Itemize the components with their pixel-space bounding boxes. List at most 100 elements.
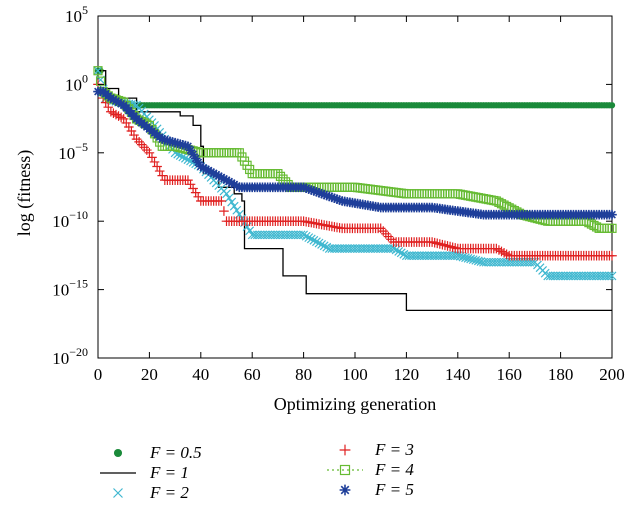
- data-point: [208, 168, 219, 179]
- data-point: [309, 235, 319, 245]
- data-point: [321, 190, 332, 201]
- data-point: [219, 173, 229, 184]
- data-point: [312, 237, 321, 247]
- data-point: [113, 111, 124, 121]
- legend-label: F = 4: [374, 460, 414, 479]
- data-point: [442, 189, 453, 199]
- data-point: [437, 189, 447, 199]
- data-point: [340, 182, 350, 192]
- data-point: [314, 238, 324, 248]
- data-point: [491, 243, 502, 254]
- data-point: [409, 189, 419, 199]
- data-point: [147, 152, 157, 163]
- data-point: [268, 169, 278, 179]
- data-point: [334, 182, 345, 192]
- data-point: [445, 189, 455, 199]
- data-point: [113, 97, 124, 108]
- data-point: [193, 192, 204, 202]
- data-point: [232, 205, 242, 215]
- data-point: [131, 134, 142, 144]
- legend-swatch: [339, 444, 351, 456]
- data-point: [345, 182, 355, 192]
- data-point: [255, 169, 265, 179]
- data-point: [154, 166, 165, 176]
- data-point: [216, 148, 226, 158]
- data-point: [301, 231, 311, 241]
- legend-label: F = 2: [149, 483, 189, 502]
- legend-item: F = 1: [100, 463, 189, 482]
- data-point: [129, 130, 139, 140]
- data-point: [304, 233, 314, 243]
- data-point: [435, 239, 445, 249]
- data-point: [203, 165, 214, 176]
- data-point: [332, 182, 342, 192]
- data-point: [118, 114, 129, 124]
- legend-label: F = 5: [374, 480, 414, 499]
- data-point: [178, 152, 188, 162]
- data-point: [149, 157, 160, 167]
- data-point: [263, 169, 273, 179]
- data-point: [319, 189, 329, 200]
- data-point: [229, 201, 239, 211]
- series-f-3: [93, 79, 617, 261]
- data-point: [607, 209, 617, 220]
- data-point: [157, 170, 168, 181]
- data-point: [224, 148, 234, 158]
- data-point: [206, 148, 216, 158]
- data-point: [196, 161, 206, 172]
- data-point: [347, 182, 358, 192]
- legend-item: F = 0.5: [113, 443, 202, 462]
- data-point: [309, 186, 319, 196]
- data-point: [134, 137, 144, 147]
- data-point: [427, 237, 437, 247]
- data-point: [260, 169, 270, 179]
- data-point: [193, 157, 204, 168]
- data-point: [108, 94, 119, 105]
- data-point: [378, 226, 389, 236]
- data-point: [214, 148, 224, 158]
- data-point: [414, 189, 424, 199]
- data-point: [375, 223, 386, 234]
- data-point: [116, 112, 126, 123]
- data-point: [607, 223, 617, 233]
- legend-item: F = 3: [339, 440, 414, 459]
- data-point: [252, 169, 262, 179]
- data-point: [417, 189, 427, 199]
- data-point: [126, 126, 137, 136]
- data-point: [437, 239, 448, 250]
- data-point: [93, 66, 103, 76]
- data-point: [190, 153, 201, 164]
- data-point: [201, 164, 211, 175]
- x-tick-label: 200: [599, 365, 625, 384]
- data-point: [185, 145, 196, 156]
- data-point: [445, 241, 455, 252]
- data-point: [136, 139, 147, 150]
- data-point: [334, 195, 345, 205]
- data-point: [450, 189, 460, 199]
- data-point: [106, 106, 116, 117]
- data-point: [496, 246, 507, 257]
- data-point: [111, 96, 121, 106]
- data-point: [329, 193, 340, 204]
- x-tick-label: 140: [445, 365, 471, 384]
- data-point: [224, 176, 234, 187]
- data-point: [450, 243, 461, 253]
- data-point: [461, 253, 470, 263]
- data-point: [322, 242, 332, 252]
- data-point: [275, 171, 286, 181]
- legend-label: F = 1: [149, 463, 189, 482]
- data-point: [381, 229, 391, 239]
- data-point: [448, 189, 458, 199]
- x-tick-label: 80: [295, 365, 312, 384]
- y-axis-title: log (fitness): [14, 150, 35, 236]
- series-layer: [93, 66, 617, 312]
- data-point: [301, 183, 311, 194]
- series-f-5: [93, 86, 617, 220]
- data-point: [602, 223, 612, 233]
- data-point: [327, 182, 337, 192]
- data-point: [219, 206, 229, 216]
- plot-frame: [97, 15, 613, 359]
- data-point: [106, 93, 116, 103]
- y-tick-label: 10−10: [52, 208, 88, 231]
